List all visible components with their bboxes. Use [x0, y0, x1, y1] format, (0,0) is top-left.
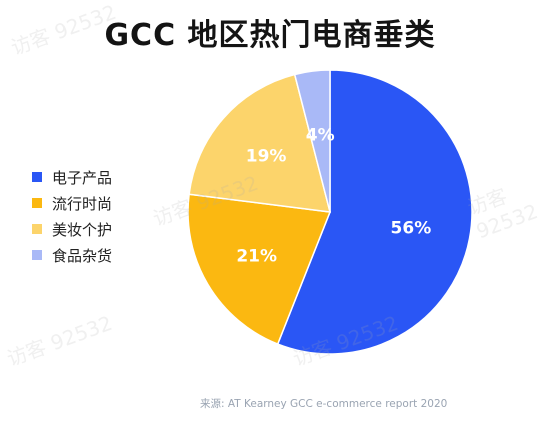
legend-label: 食品杂货	[52, 246, 113, 265]
slice-label: 19%	[246, 147, 287, 167]
legend: 电子产品 流行时尚 美妆个护 食品杂货	[32, 164, 112, 268]
legend-swatch	[32, 250, 42, 260]
slice-electronics	[276, 69, 473, 355]
legend-label: 流行时尚	[52, 194, 113, 213]
source-note: 来源: AT Kearney GCC e-commerce report 202…	[200, 398, 448, 410]
slice-fashion	[187, 193, 332, 346]
legend-swatch	[32, 198, 42, 208]
legend-item-beauty: 美妆个护	[32, 216, 112, 242]
slice-label: 56%	[391, 218, 432, 238]
legend-label: 美妆个护	[52, 220, 113, 239]
legend-item-fashion: 流行时尚	[32, 190, 112, 216]
slice-grocery	[293, 69, 331, 213]
chart-title: GCC 地区热门电商垂类	[104, 18, 436, 53]
slice-beauty	[188, 73, 332, 213]
legend-label: 电子产品	[52, 168, 113, 187]
legend-item-grocery: 食品杂货	[32, 242, 112, 268]
legend-swatch	[32, 224, 42, 234]
slice-label: 4%	[306, 126, 335, 146]
slice-label: 21%	[236, 246, 277, 266]
legend-item-electronics: 电子产品	[32, 164, 112, 190]
legend-swatch	[32, 172, 42, 182]
